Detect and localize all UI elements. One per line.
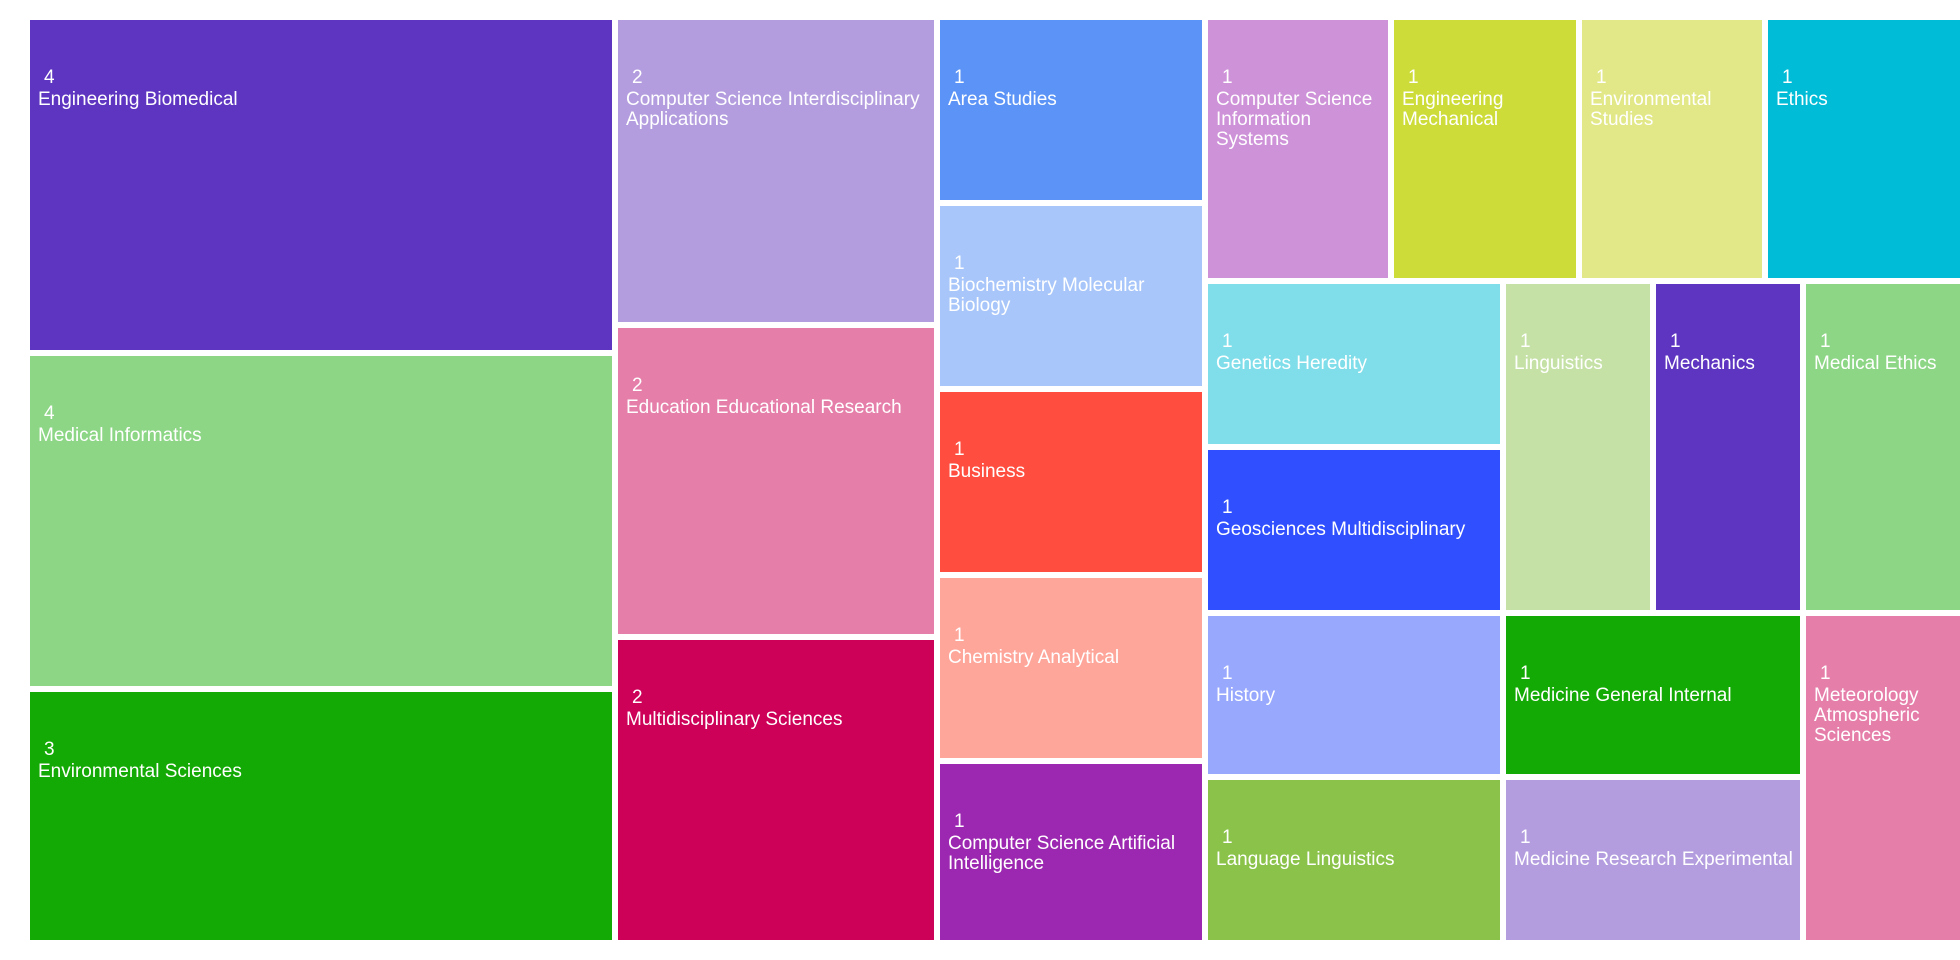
cell-label: Education Educational Research xyxy=(626,397,902,418)
cell-label: Area Studies xyxy=(948,89,1057,110)
cell-label: Mechanics xyxy=(1664,353,1755,374)
cell-label: Computer Science Interdisciplinary Appli… xyxy=(626,89,920,130)
cell-value: 1 xyxy=(954,67,965,88)
cell-value: 1 xyxy=(954,253,965,274)
cell-label: Meteorology Atmospheric Sciences xyxy=(1814,685,1920,746)
cell-label: Medicine General Internal xyxy=(1514,685,1732,706)
cell-label: Computer Science Artificial Intelligence xyxy=(948,833,1176,874)
cell-label: Medical Ethics xyxy=(1814,353,1937,374)
cell-label: History xyxy=(1216,685,1276,706)
cell-value: 1 xyxy=(954,625,965,646)
cell-value: 4 xyxy=(44,403,55,424)
cell-value: 1 xyxy=(1222,827,1233,848)
cell-value: 1 xyxy=(1222,663,1233,684)
treemap-cell: 1 Computer Science Artificial Intelligenc… xyxy=(940,764,1202,940)
cell-label: Ethics xyxy=(1776,89,1828,110)
cell-label: Biochemistry Molecular Biology xyxy=(948,275,1145,316)
cell-value: 1 xyxy=(1222,331,1233,352)
cell-label: Language Linguistics xyxy=(1216,849,1395,870)
treemap-cell: 1 Business xyxy=(940,392,1202,572)
treemap-cell: 1 Ethics xyxy=(1768,20,1960,278)
cell-label: Computer Science Information Systems xyxy=(1216,89,1373,150)
cell-label: Genetics Heredity xyxy=(1216,353,1368,374)
cell-label: Engineering Mechanical xyxy=(1402,89,1504,130)
treemap-cell: 1 Geosciences Multidisciplinary xyxy=(1208,450,1500,610)
treemap-cell: 3 Environmental Sciences xyxy=(30,692,612,940)
cell-value: 1 xyxy=(1596,67,1607,88)
treemap-cell: 1 Engineering Mechanical xyxy=(1394,20,1576,278)
cell-label: Environmental Studies xyxy=(1590,89,1712,130)
cell-label: Medicine Research Experimental xyxy=(1514,849,1793,870)
cell-value: 1 xyxy=(1820,331,1831,352)
cell-label: Geosciences Multidisciplinary xyxy=(1216,519,1466,540)
cell-value: 1 xyxy=(1520,827,1531,848)
treemap-cell: 1 Medicine General Internal xyxy=(1506,616,1800,774)
treemap-cell: 1 Environmental Studies xyxy=(1582,20,1762,278)
treemap-cell: 2 Multidisciplinary Sciences xyxy=(618,640,934,940)
treemap-cell: 1 Mechanics xyxy=(1656,284,1800,610)
cell-value: 2 xyxy=(632,375,643,396)
cell-value: 2 xyxy=(632,687,643,708)
cell-label: Linguistics xyxy=(1514,353,1603,374)
cell-value: 3 xyxy=(44,739,55,760)
cell-value: 1 xyxy=(954,811,965,832)
treemap-chart: 4 Engineering Biomedical 4 Medical Informat… xyxy=(30,20,1960,940)
cell-value: 1 xyxy=(954,439,965,460)
treemap-cell: 2 Education Educational Research xyxy=(618,328,934,634)
treemap-cell: 4 Medical Informatics xyxy=(30,356,612,686)
cell-value: 1 xyxy=(1820,663,1831,684)
treemap-cell: 1 Computer Science Information Systems xyxy=(1208,20,1388,278)
treemap-cell: 1 Area Studies xyxy=(940,20,1202,200)
treemap-cell: 2 Computer Science Interdisciplinary Appl… xyxy=(618,20,934,322)
cell-value: 1 xyxy=(1222,497,1233,518)
treemap-cell: 1 Medicine Research Experimental xyxy=(1506,780,1800,940)
cell-label: Engineering Biomedical xyxy=(38,89,238,110)
cell-value: 2 xyxy=(632,67,643,88)
cell-value: 1 xyxy=(1408,67,1419,88)
cell-value: 4 xyxy=(44,67,55,88)
cell-value: 1 xyxy=(1520,663,1531,684)
cell-label: Chemistry Analytical xyxy=(948,647,1120,668)
treemap-cell: 1 Medical Ethics xyxy=(1806,284,1960,610)
cell-value: 1 xyxy=(1520,331,1531,352)
treemap-cell: 4 Engineering Biomedical xyxy=(30,20,612,350)
cell-value: 1 xyxy=(1670,331,1681,352)
treemap-cell: 1 Chemistry Analytical xyxy=(940,578,1202,758)
cell-label: Medical Informatics xyxy=(38,425,202,446)
treemap-cell: 1 Biochemistry Molecular Biology xyxy=(940,206,1202,386)
cell-value: 1 xyxy=(1782,67,1793,88)
treemap-cell: 1 Genetics Heredity xyxy=(1208,284,1500,444)
treemap-cell: 1 Linguistics xyxy=(1506,284,1650,610)
treemap-cell: 1 History xyxy=(1208,616,1500,774)
cell-label: Business xyxy=(948,461,1026,482)
cell-label: Environmental Sciences xyxy=(38,761,242,782)
treemap-cell: 1 Language Linguistics xyxy=(1208,780,1500,940)
cell-value: 1 xyxy=(1222,67,1233,88)
cell-label: Multidisciplinary Sciences xyxy=(626,709,843,730)
treemap-cell: 1 Meteorology Atmospheric Sciences xyxy=(1806,616,1960,940)
